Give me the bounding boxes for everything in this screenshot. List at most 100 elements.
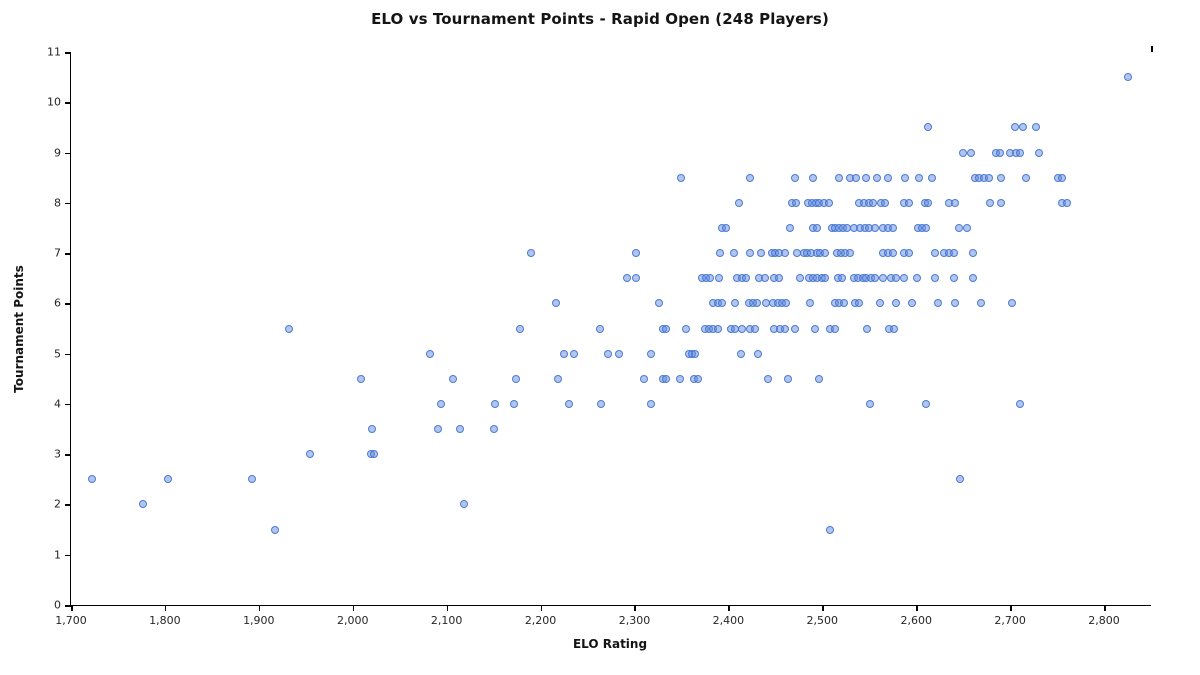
data-point bbox=[1019, 123, 1028, 132]
data-point bbox=[821, 274, 830, 283]
x-axis-tick-label: 2,300 bbox=[618, 614, 651, 627]
y-axis-tick bbox=[65, 605, 71, 607]
data-point bbox=[570, 349, 579, 358]
y-axis-tick bbox=[65, 253, 71, 255]
data-point bbox=[808, 173, 817, 182]
data-point bbox=[705, 274, 714, 283]
data-point bbox=[512, 374, 521, 383]
data-point bbox=[1016, 399, 1025, 408]
data-point bbox=[924, 198, 933, 207]
x-axis-tick-label: 2,100 bbox=[430, 614, 463, 627]
data-point bbox=[915, 173, 924, 182]
data-point bbox=[780, 249, 789, 258]
data-point bbox=[854, 299, 863, 308]
data-point bbox=[730, 249, 739, 258]
data-point bbox=[928, 173, 937, 182]
data-point bbox=[455, 425, 464, 434]
data-point bbox=[862, 173, 871, 182]
data-point bbox=[950, 299, 959, 308]
x-axis-tick-label: 2,400 bbox=[712, 614, 745, 627]
data-point bbox=[875, 299, 884, 308]
data-point bbox=[921, 399, 930, 408]
data-point bbox=[839, 299, 848, 308]
data-point bbox=[888, 223, 897, 232]
data-point bbox=[781, 299, 790, 308]
data-point bbox=[357, 374, 366, 383]
data-point bbox=[791, 173, 800, 182]
data-point bbox=[968, 249, 977, 258]
x-axis-tick bbox=[1104, 605, 1106, 611]
data-point bbox=[721, 223, 730, 232]
y-axis-title: Tournament Points bbox=[12, 265, 26, 393]
y-axis-tick bbox=[65, 454, 71, 456]
data-point bbox=[715, 274, 723, 283]
data-point bbox=[560, 349, 569, 358]
data-point bbox=[714, 324, 723, 333]
y-axis-tick bbox=[65, 52, 71, 54]
data-point bbox=[527, 249, 536, 258]
data-point bbox=[757, 249, 766, 258]
x-axis-title: ELO Rating bbox=[572, 637, 648, 651]
data-point bbox=[745, 249, 754, 258]
y-axis-tick-label: 1 bbox=[54, 548, 61, 562]
data-point bbox=[1057, 173, 1066, 182]
data-point bbox=[825, 525, 834, 534]
data-point bbox=[595, 324, 604, 333]
data-point bbox=[459, 500, 468, 509]
x-axis-tick bbox=[446, 605, 449, 611]
data-point bbox=[694, 374, 703, 383]
data-point bbox=[510, 399, 519, 408]
data-point bbox=[139, 500, 148, 509]
data-point bbox=[761, 299, 770, 308]
x-axis-tick bbox=[634, 605, 636, 611]
data-point bbox=[449, 374, 458, 383]
y-axis-tick-label: 4 bbox=[54, 397, 61, 411]
data-point bbox=[904, 249, 913, 258]
data-point bbox=[622, 274, 631, 283]
data-point bbox=[872, 173, 881, 182]
data-point bbox=[950, 198, 959, 207]
data-point bbox=[962, 223, 971, 232]
data-point bbox=[632, 249, 641, 258]
data-point bbox=[491, 399, 500, 408]
data-point bbox=[838, 274, 847, 283]
y-axis-tick-label: 7 bbox=[54, 246, 61, 260]
data-point bbox=[900, 173, 909, 182]
data-point bbox=[795, 274, 804, 283]
data-point bbox=[791, 324, 800, 333]
x-axis-tick-label: 2,800 bbox=[1088, 614, 1120, 627]
y-axis-tick bbox=[65, 152, 71, 155]
data-point bbox=[284, 324, 293, 333]
data-point bbox=[515, 324, 524, 333]
data-point bbox=[812, 223, 821, 232]
data-point bbox=[370, 450, 379, 459]
x-axis-tick-label: 1,700 bbox=[55, 614, 87, 627]
data-point bbox=[835, 173, 844, 182]
data-point bbox=[869, 198, 878, 207]
data-point bbox=[489, 425, 498, 434]
y-axis-tick-label: 9 bbox=[54, 146, 61, 160]
y-axis-tick-label: 8 bbox=[54, 196, 61, 210]
y-axis-tick bbox=[65, 303, 71, 305]
y-axis-tick-label: 5 bbox=[54, 347, 61, 361]
data-point bbox=[604, 349, 613, 358]
data-point bbox=[870, 223, 879, 232]
data-point bbox=[662, 374, 671, 383]
x-axis-tick-label: 2,200 bbox=[524, 614, 557, 627]
data-point bbox=[913, 274, 922, 283]
y-axis-tick bbox=[65, 353, 71, 356]
data-point bbox=[305, 450, 314, 459]
y-axis-tick bbox=[65, 202, 71, 205]
x-axis-tick bbox=[540, 605, 543, 611]
data-point bbox=[676, 374, 685, 383]
data-point bbox=[1032, 123, 1041, 132]
data-point bbox=[986, 198, 995, 207]
x-axis-tick-label: 2,600 bbox=[900, 614, 932, 627]
data-point bbox=[966, 148, 975, 157]
data-point bbox=[881, 198, 890, 207]
y-axis-tick-label: 0 bbox=[54, 598, 61, 612]
plot-area: 1,700 1,800 1,900 2,000 2,100 2,200 2,300 2,400… bbox=[47, 46, 1153, 627]
x-axis-tick bbox=[164, 605, 167, 611]
x-axis-tick bbox=[822, 605, 824, 611]
data-point bbox=[821, 249, 830, 258]
